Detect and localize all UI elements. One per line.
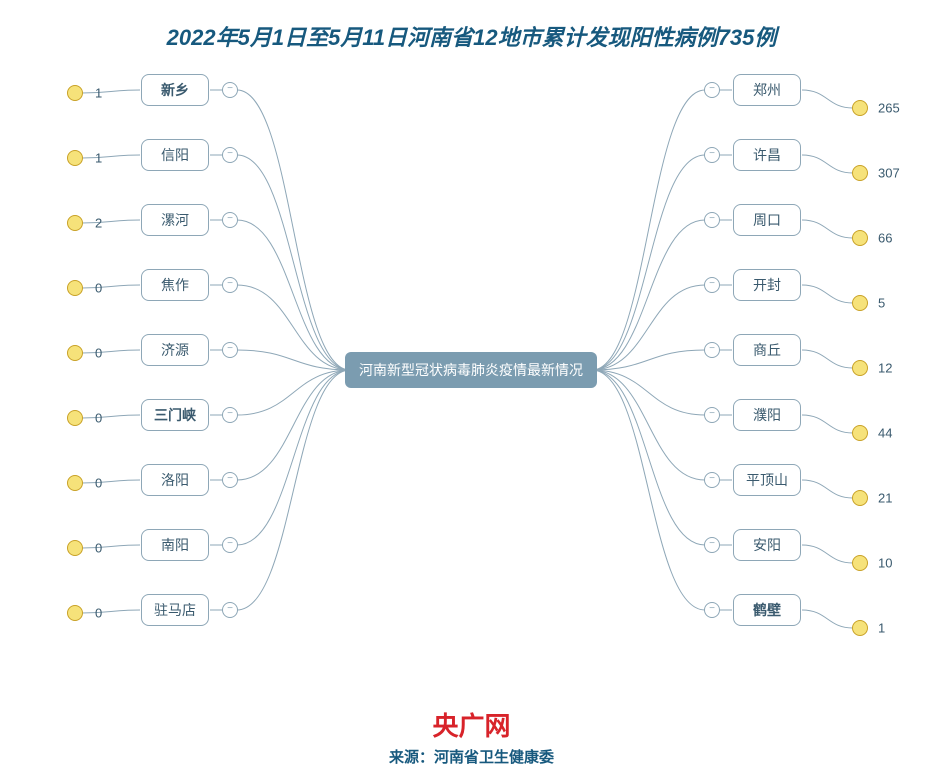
value-label: 0 — [95, 606, 102, 621]
value-label: 0 — [95, 541, 102, 556]
city-node[interactable]: 济源 — [141, 334, 209, 366]
chart-title: 2022年5月1日至5月11日河南省12地市累计发现阳性病例735例 — [0, 20, 943, 52]
value-label: 44 — [878, 426, 892, 441]
value-label: 10 — [878, 556, 892, 571]
city-node[interactable]: 许昌 — [733, 139, 801, 171]
value-dot-icon — [852, 360, 868, 376]
value-label: 21 — [878, 491, 892, 506]
value-label: 0 — [95, 476, 102, 491]
collapse-icon[interactable] — [222, 277, 238, 293]
value-dot-icon — [852, 230, 868, 246]
collapse-icon[interactable] — [704, 407, 720, 423]
value-dot-icon — [67, 215, 83, 231]
logo-text: 央广网 — [0, 706, 943, 743]
value-label: 0 — [95, 346, 102, 361]
value-dot-icon — [67, 85, 83, 101]
city-node[interactable]: 开封 — [733, 269, 801, 301]
collapse-icon[interactable] — [704, 212, 720, 228]
collapse-icon[interactable] — [222, 602, 238, 618]
city-node[interactable]: 漯河 — [141, 204, 209, 236]
collapse-icon[interactable] — [704, 537, 720, 553]
source-text: 来源：河南省卫生健康委 — [0, 746, 943, 767]
value-dot-icon — [67, 410, 83, 426]
collapse-icon[interactable] — [222, 537, 238, 553]
value-dot-icon — [67, 475, 83, 491]
connector-lines — [0, 0, 943, 780]
value-dot-icon — [852, 295, 868, 311]
city-node[interactable]: 焦作 — [141, 269, 209, 301]
collapse-icon[interactable] — [704, 82, 720, 98]
city-node[interactable]: 驻马店 — [141, 594, 209, 626]
value-label: 265 — [878, 101, 900, 116]
collapse-icon[interactable] — [704, 472, 720, 488]
value-dot-icon — [852, 620, 868, 636]
city-node[interactable]: 鹤壁 — [733, 594, 801, 626]
value-label: 5 — [878, 296, 885, 311]
value-dot-icon — [852, 100, 868, 116]
collapse-icon[interactable] — [222, 147, 238, 163]
collapse-icon[interactable] — [704, 277, 720, 293]
collapse-icon[interactable] — [222, 212, 238, 228]
center-node: 河南新型冠状病毒肺炎疫情最新情况 — [345, 352, 597, 388]
value-label: 12 — [878, 361, 892, 376]
value-label: 66 — [878, 231, 892, 246]
collapse-icon[interactable] — [704, 147, 720, 163]
city-node[interactable]: 商丘 — [733, 334, 801, 366]
collapse-icon[interactable] — [222, 82, 238, 98]
collapse-icon[interactable] — [704, 342, 720, 358]
value-label: 1 — [95, 86, 102, 101]
collapse-icon[interactable] — [222, 472, 238, 488]
collapse-icon[interactable] — [222, 342, 238, 358]
city-node[interactable]: 南阳 — [141, 529, 209, 561]
city-node[interactable]: 郑州 — [733, 74, 801, 106]
value-label: 0 — [95, 281, 102, 296]
city-node[interactable]: 安阳 — [733, 529, 801, 561]
value-label: 1 — [878, 621, 885, 636]
value-dot-icon — [852, 490, 868, 506]
value-dot-icon — [852, 425, 868, 441]
city-node[interactable]: 洛阳 — [141, 464, 209, 496]
city-node[interactable]: 三门峡 — [141, 399, 209, 431]
value-label: 307 — [878, 166, 900, 181]
value-dot-icon — [67, 150, 83, 166]
value-label: 0 — [95, 411, 102, 426]
city-node[interactable]: 新乡 — [141, 74, 209, 106]
city-node[interactable]: 信阳 — [141, 139, 209, 171]
city-node[interactable]: 濮阳 — [733, 399, 801, 431]
value-dot-icon — [67, 345, 83, 361]
collapse-icon[interactable] — [704, 602, 720, 618]
city-node[interactable]: 周口 — [733, 204, 801, 236]
value-dot-icon — [67, 605, 83, 621]
value-dot-icon — [852, 165, 868, 181]
value-label: 2 — [95, 216, 102, 231]
collapse-icon[interactable] — [222, 407, 238, 423]
value-dot-icon — [67, 540, 83, 556]
city-node[interactable]: 平顶山 — [733, 464, 801, 496]
value-dot-icon — [67, 280, 83, 296]
value-dot-icon — [852, 555, 868, 571]
value-label: 1 — [95, 151, 102, 166]
